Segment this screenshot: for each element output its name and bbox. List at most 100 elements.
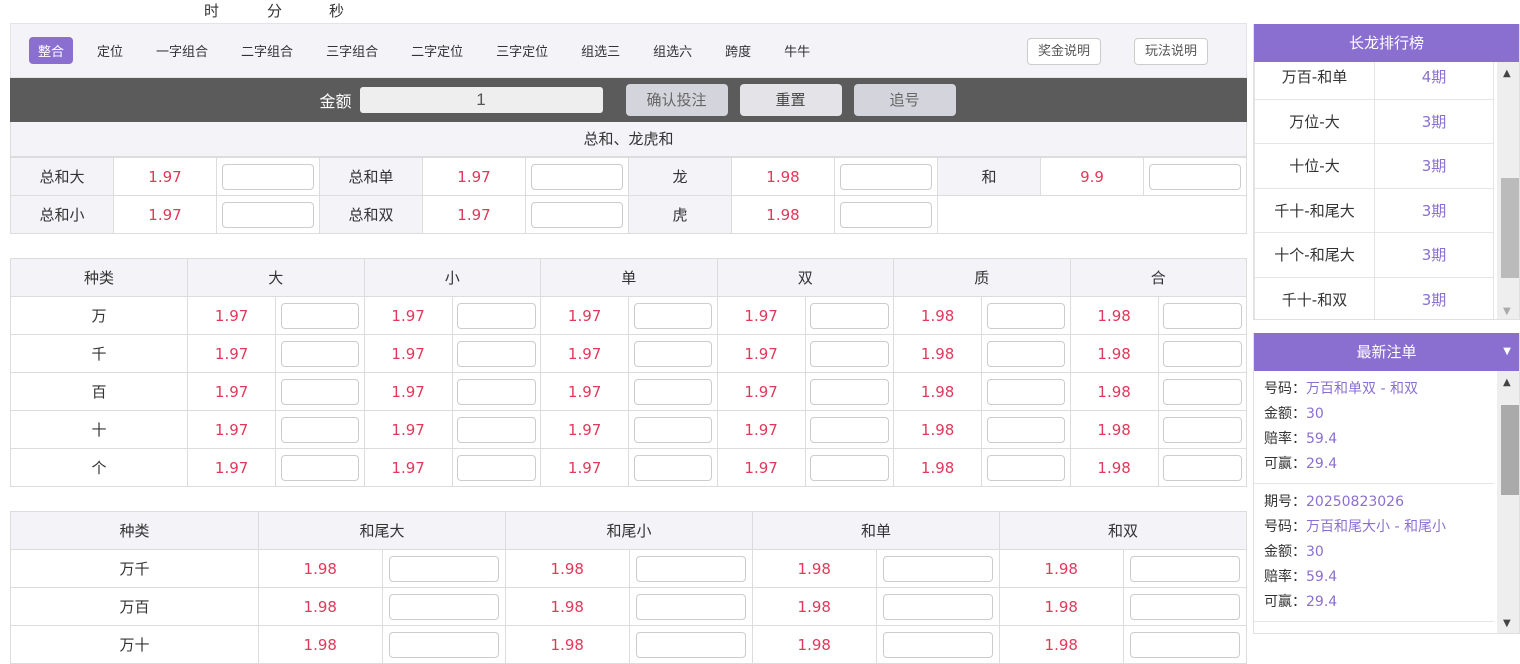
bet-amount-input[interactable] [457, 416, 536, 443]
row-label: 个 [10, 448, 188, 487]
dropdown-icon[interactable]: ▼ [1503, 346, 1511, 357]
bet-amount-input[interactable] [457, 378, 536, 405]
scroll-thumb[interactable] [1501, 178, 1519, 278]
latest-orders-header[interactable]: 最新注单 ▼ [1254, 333, 1519, 371]
bet-amount-input[interactable] [810, 416, 889, 443]
chase-button[interactable]: 追号 [853, 84, 956, 116]
row-label: 百 [10, 372, 188, 411]
table-row: 万十 1.98 1.98 1.98 1.98 [10, 625, 1247, 664]
rules-info-button[interactable]: 玩法说明 [1134, 38, 1209, 65]
bet-amount-input[interactable] [1149, 163, 1241, 190]
tab-8[interactable]: 组选六 [653, 45, 693, 60]
tab-3[interactable]: 二字组合 [241, 45, 294, 60]
bet-amount-input[interactable] [457, 454, 536, 481]
bet-amount-input[interactable] [280, 302, 360, 329]
reset-button[interactable]: 重置 [739, 84, 842, 116]
order-field-value: 30 [1306, 544, 1324, 560]
bet-amount-input[interactable] [633, 302, 713, 329]
scroll-up-icon[interactable]: ▲ [1503, 68, 1511, 79]
tab-2[interactable]: 一字组合 [156, 45, 209, 60]
bet-amount-input[interactable] [388, 555, 499, 582]
bet-amount-input[interactable] [280, 340, 360, 367]
bet-amount-input[interactable] [280, 454, 360, 481]
bet-amount-input[interactable] [1163, 340, 1242, 367]
order-win: 可赢：29.4 [1264, 452, 1484, 477]
bet-amount-input[interactable] [882, 593, 993, 620]
bet-amount-input[interactable] [1163, 416, 1242, 443]
bet-amount-input[interactable] [1163, 454, 1242, 481]
tab-1[interactable]: 定位 [97, 45, 124, 60]
odds-value: 1.97 [186, 334, 277, 373]
bet-amount-input[interactable] [531, 163, 623, 190]
bet-amount-input[interactable] [882, 555, 993, 582]
bet-input-cell [381, 549, 506, 588]
bet-amount-input[interactable] [280, 416, 360, 443]
column-header: 种类 [10, 511, 259, 550]
bet-amount-input[interactable] [388, 593, 499, 620]
scrollbar[interactable]: ▲ ▼ [1497, 62, 1519, 319]
confirm-bet-button[interactable]: 确认投注 [625, 84, 728, 116]
bet-amount-input[interactable] [388, 631, 499, 658]
odds-value: 1.97 [539, 334, 630, 373]
bet-amount-input[interactable] [986, 416, 1066, 443]
prize-info-button[interactable]: 奖金说明 [1027, 38, 1102, 65]
bet-amount-input[interactable] [986, 378, 1066, 405]
bet-amount-input[interactable] [222, 201, 314, 228]
bet-amount-input[interactable] [635, 631, 746, 658]
bet-amount-input[interactable] [1163, 378, 1242, 405]
odds-value: 1.97 [716, 410, 806, 449]
bet-amount-input[interactable] [840, 201, 932, 228]
amount-label: 金额 [319, 92, 352, 111]
tab-0[interactable]: 整合 [29, 37, 74, 64]
bet-amount-input[interactable] [1129, 631, 1240, 658]
bet-amount-input[interactable] [810, 302, 889, 329]
bet-amount-input[interactable] [986, 454, 1066, 481]
bet-amount-input[interactable] [810, 340, 889, 367]
bet-amount-input[interactable] [633, 416, 713, 443]
odds-value: 1.98 [752, 549, 877, 588]
bet-amount-input[interactable] [635, 593, 746, 620]
bet-input-cell [1122, 587, 1247, 626]
bet-amount-input[interactable] [840, 163, 932, 190]
bet-amount-input[interactable] [1163, 302, 1242, 329]
bet-amount-input[interactable] [633, 340, 713, 367]
bet-amount-input[interactable] [1129, 593, 1240, 620]
odds-value: 1.97 [186, 410, 277, 449]
tab-4[interactable]: 三字组合 [326, 45, 379, 60]
bet-amount-input[interactable] [882, 631, 993, 658]
tab-9[interactable]: 跨度 [725, 45, 752, 60]
tab-5[interactable]: 二字定位 [411, 45, 464, 60]
bet-input-cell [834, 157, 938, 196]
pair-table: 种类 和尾大 和尾小 和单 和双 万千 1.98 1.98 1.98 1.98 万百 1.98 1.98… [10, 511, 1247, 664]
bet-input-cell [628, 296, 718, 335]
bet-amount-input[interactable] [222, 163, 314, 190]
tab-6[interactable]: 三字定位 [496, 45, 549, 60]
bet-amount-input[interactable] [635, 555, 746, 582]
bet-amount-input[interactable] [280, 378, 360, 405]
order-code: 号码：万百和单双 - 和双 [1264, 377, 1484, 402]
bet-amount-input[interactable] [457, 302, 536, 329]
tab-7[interactable]: 组选三 [581, 45, 621, 60]
bet-input-cell [275, 410, 365, 449]
amount-input[interactable] [359, 87, 603, 113]
order-odds: 赔率：59.4 [1264, 427, 1484, 452]
bet-amount-input[interactable] [1129, 555, 1240, 582]
bet-amount-input[interactable] [810, 454, 889, 481]
bet-amount-input[interactable] [633, 454, 713, 481]
bet-amount-input[interactable] [986, 340, 1066, 367]
odds-value: 1.98 [892, 448, 983, 487]
bet-input-cell [804, 334, 895, 373]
tab-10[interactable]: 牛牛 [784, 45, 811, 60]
scroll-down-icon[interactable]: ▼ [1503, 306, 1511, 317]
bet-input-cell [804, 448, 895, 487]
odds-value: 1.98 [1069, 410, 1159, 449]
scroll-down-icon[interactable]: ▼ [1503, 618, 1511, 629]
scroll-thumb[interactable] [1501, 405, 1519, 495]
bet-amount-input[interactable] [531, 201, 623, 228]
bet-amount-input[interactable] [810, 378, 889, 405]
bet-amount-input[interactable] [457, 340, 536, 367]
bet-amount-input[interactable] [986, 302, 1066, 329]
bet-amount-input[interactable] [633, 378, 713, 405]
scrollbar[interactable]: ▲ ▼ [1497, 371, 1519, 633]
scroll-up-icon[interactable]: ▲ [1503, 377, 1511, 388]
